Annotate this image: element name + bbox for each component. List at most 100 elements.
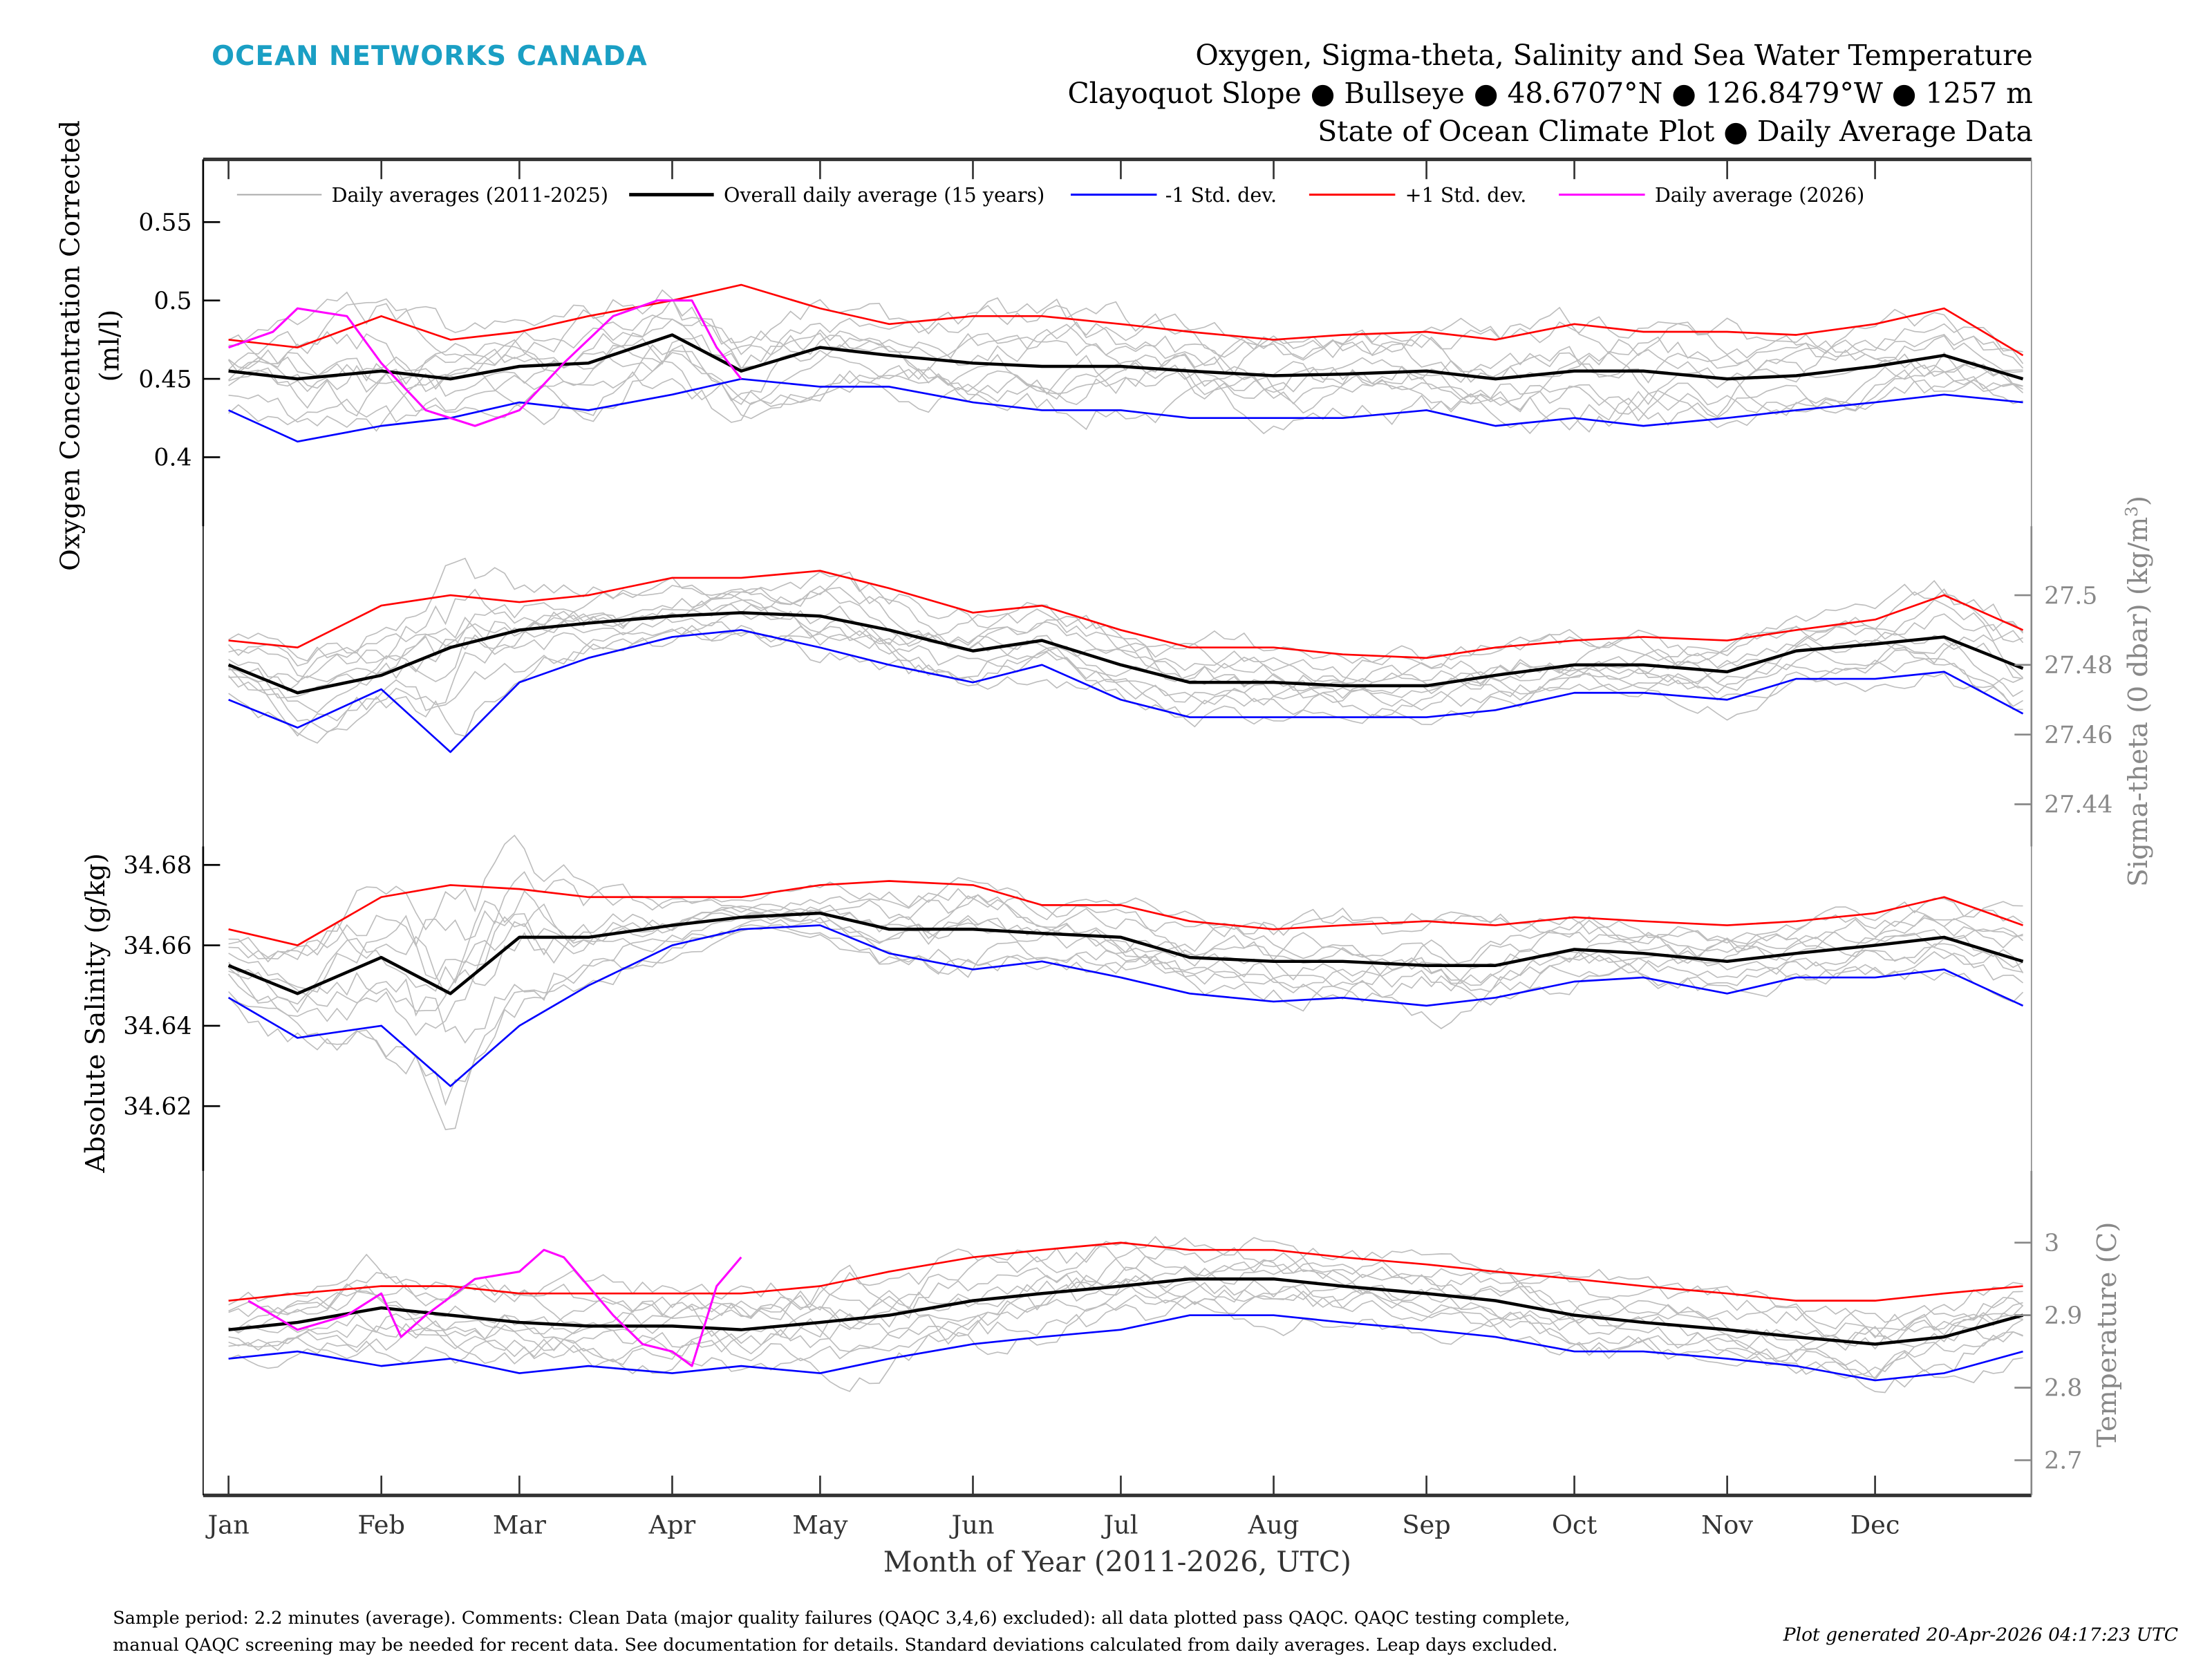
salinity-y-tick-label: 34.62 (123, 1093, 191, 1121)
chart-subtitle: Clayoquot Slope ● Bullseye ● 48.6707°N ●… (1067, 77, 2032, 110)
x-tick-label: Jun (948, 1510, 994, 1539)
oxygen-daily-average-year-line (228, 337, 2024, 429)
salinity-daily-average-year-line (228, 890, 2024, 995)
sigma-label-text: Sigma-theta (0 dbar) (kg/m (2123, 517, 2154, 887)
temperature-2026-line (247, 1248, 742, 1367)
legend-label: Overall daily average (15 years) (724, 183, 1044, 207)
oxygen-minus-std-line (228, 377, 2023, 443)
x-axis-label: Month of Year (2011-2026, UTC) (883, 1545, 1351, 1578)
salinity-daily-average-year-line (228, 834, 2023, 959)
sigma-theta-y-tick-label: 27.44 (2044, 791, 2112, 819)
sigma-theta-overall-average-line (227, 611, 2024, 695)
salinity-y-tick-label: 34.66 (123, 932, 191, 960)
oxygen-daily-average-year-line (228, 298, 2024, 369)
footer-note-line-1: Sample period: 2.2 minutes (average). Co… (113, 1608, 1570, 1629)
sigma-theta-daily-average-year-line (228, 600, 2024, 703)
x-tick-label: Dec (1850, 1510, 1900, 1539)
salinity-daily-average-year-line (228, 917, 2024, 1130)
legend-label: -1 Std. dev. (1165, 183, 1277, 207)
sigma-theta-daily-average-year-line (228, 557, 2024, 669)
temperature-daily-average-year-line (228, 1257, 2023, 1351)
temperature-axis-label: Temperature (C) (2092, 1222, 2123, 1447)
temperature-y-tick-label: 2.9 (2044, 1302, 2082, 1330)
x-tick-label: Oct (1552, 1510, 1597, 1539)
temperature-minus-std-line (228, 1314, 2023, 1382)
sigma-theta-daily-average-year-line (228, 625, 2023, 744)
footer-note-line-2: manual QAQC screening may be needed for … (113, 1635, 1557, 1656)
salinity-daily-average-year-line (227, 924, 2023, 1044)
temperature-plus-std-line (228, 1241, 2023, 1302)
oxygen-axis-label: Oxygen Concentration Corrected (55, 120, 86, 571)
oxygen-daily-average-year-line (228, 297, 2023, 388)
salinity-overall-average-line (227, 911, 2024, 995)
legend-item-overall-average: Overall daily average (15 years) (629, 183, 1044, 207)
salinity-axis-label: Absolute Salinity (g/kg) (80, 853, 111, 1173)
oxygen-overall-average-line (228, 333, 2024, 381)
salinity-y-tick-label: 34.64 (123, 1013, 191, 1040)
brand-logo-text: OCEAN NETWORKS CANADA (212, 41, 648, 72)
sigma-theta-daily-average-year-line (228, 587, 2024, 688)
salinity-plus-std-line (228, 880, 2023, 946)
daily-averages-lines (227, 289, 2024, 1394)
salinity-daily-average-year-line (228, 924, 2024, 1107)
legend-item-daily-averages: Daily averages (2011-2025) (236, 183, 608, 207)
oxygen-2026-line (228, 299, 742, 427)
salinity-daily-average-year-line (228, 905, 2023, 1036)
x-tick-label: Mar (493, 1510, 546, 1539)
sigma-label-close: ) (2123, 496, 2154, 506)
legend-label: +1 Std. dev. (1405, 183, 1527, 207)
legend-item-minus-std: -1 Std. dev. (1070, 183, 1277, 207)
salinity-daily-average-year-line (228, 913, 2024, 1013)
sigma-theta-plus-std-line (228, 570, 2024, 659)
temperature-daily-average-year-line (228, 1235, 2023, 1331)
oxygen-daily-average-year-line (227, 332, 2023, 393)
series-lines (227, 283, 2024, 1382)
sigma-theta-daily-average-year-line (227, 624, 2023, 733)
temperature-daily-average-year-line (228, 1278, 2024, 1360)
legend-item-plus-std: +1 Std. dev. (1309, 183, 1526, 207)
x-tick-label: Apr (648, 1510, 696, 1539)
x-tick-label: May (792, 1510, 847, 1539)
salinity-daily-average-year-line (228, 895, 2023, 993)
legend-label: Daily averages (2011-2025) (332, 183, 608, 207)
x-tick-label: Sep (1402, 1510, 1450, 1539)
chart-title: Oxygen, Sigma-theta, Salinity and Sea Wa… (1195, 39, 2033, 72)
legend-item-2026: Daily average (2026) (1559, 183, 1864, 207)
sigma-label-sup: 3 (2121, 506, 2141, 517)
temperature-daily-average-year-line (228, 1285, 2023, 1379)
oxygen-daily-average-year-line (228, 369, 2023, 435)
plot-generated-timestamp: Plot generated 20-Apr-2026 04:17:23 UTC (1783, 1624, 2178, 1645)
x-tick-label: Aug (1248, 1510, 1300, 1539)
axes: 0.4 0.45 0.5 0.55 27.44 27.46 27.48 27.5 34.62 34… (123, 158, 2112, 1539)
salinity-daily-average-year-line (228, 871, 2023, 963)
oxygen-daily-average-year-line (228, 318, 2024, 384)
temperature-y-tick-label: 2.8 (2044, 1375, 2082, 1403)
temperature-daily-average-year-line (228, 1295, 2023, 1394)
oxygen-y-tick-label: 0.4 (153, 444, 191, 472)
oxygen-plus-std-line (228, 283, 2024, 357)
salinity-minus-std-line (227, 924, 2024, 1087)
temperature-overall-average-line (228, 1277, 2024, 1346)
sigma-theta-daily-average-year-line (228, 599, 2023, 714)
temperature-daily-average-year-line (228, 1240, 2023, 1330)
sigma-theta-y-tick-label: 27.48 (2044, 652, 2112, 679)
sigma-theta-daily-average-year-line (228, 571, 2024, 683)
sigma-theta-axis-label: Sigma-theta (0 dbar) (kg/m3) (2121, 496, 2154, 887)
oxygen-y-tick-label: 0.45 (138, 366, 191, 393)
temperature-y-tick-label: 3 (2044, 1230, 2059, 1257)
oxygen-daily-average-year-line (228, 344, 2023, 418)
oxygen-daily-average-year-line (228, 289, 2023, 357)
legend: Daily averages (2011-2025) Overall daily… (236, 183, 1864, 207)
x-tick-label: Jan (205, 1510, 249, 1539)
x-tick-label: Nov (1701, 1510, 1753, 1539)
sigma-theta-minus-std-line (228, 629, 2024, 753)
temperature-daily-average-year-line (228, 1280, 2023, 1378)
sigma-theta-y-tick-label: 27.5 (2044, 582, 2097, 610)
oxygen-axis-unit: (ml/l) (94, 310, 125, 382)
salinity-y-tick-label: 34.68 (123, 852, 191, 879)
sigma-theta-y-tick-label: 27.46 (2044, 722, 2112, 749)
chart-subtitle-2: State of Ocean Climate Plot ● Daily Aver… (1318, 115, 2033, 148)
oxygen-y-tick-label: 0.55 (138, 209, 191, 237)
sigma-theta-daily-average-year-line (228, 621, 2023, 737)
